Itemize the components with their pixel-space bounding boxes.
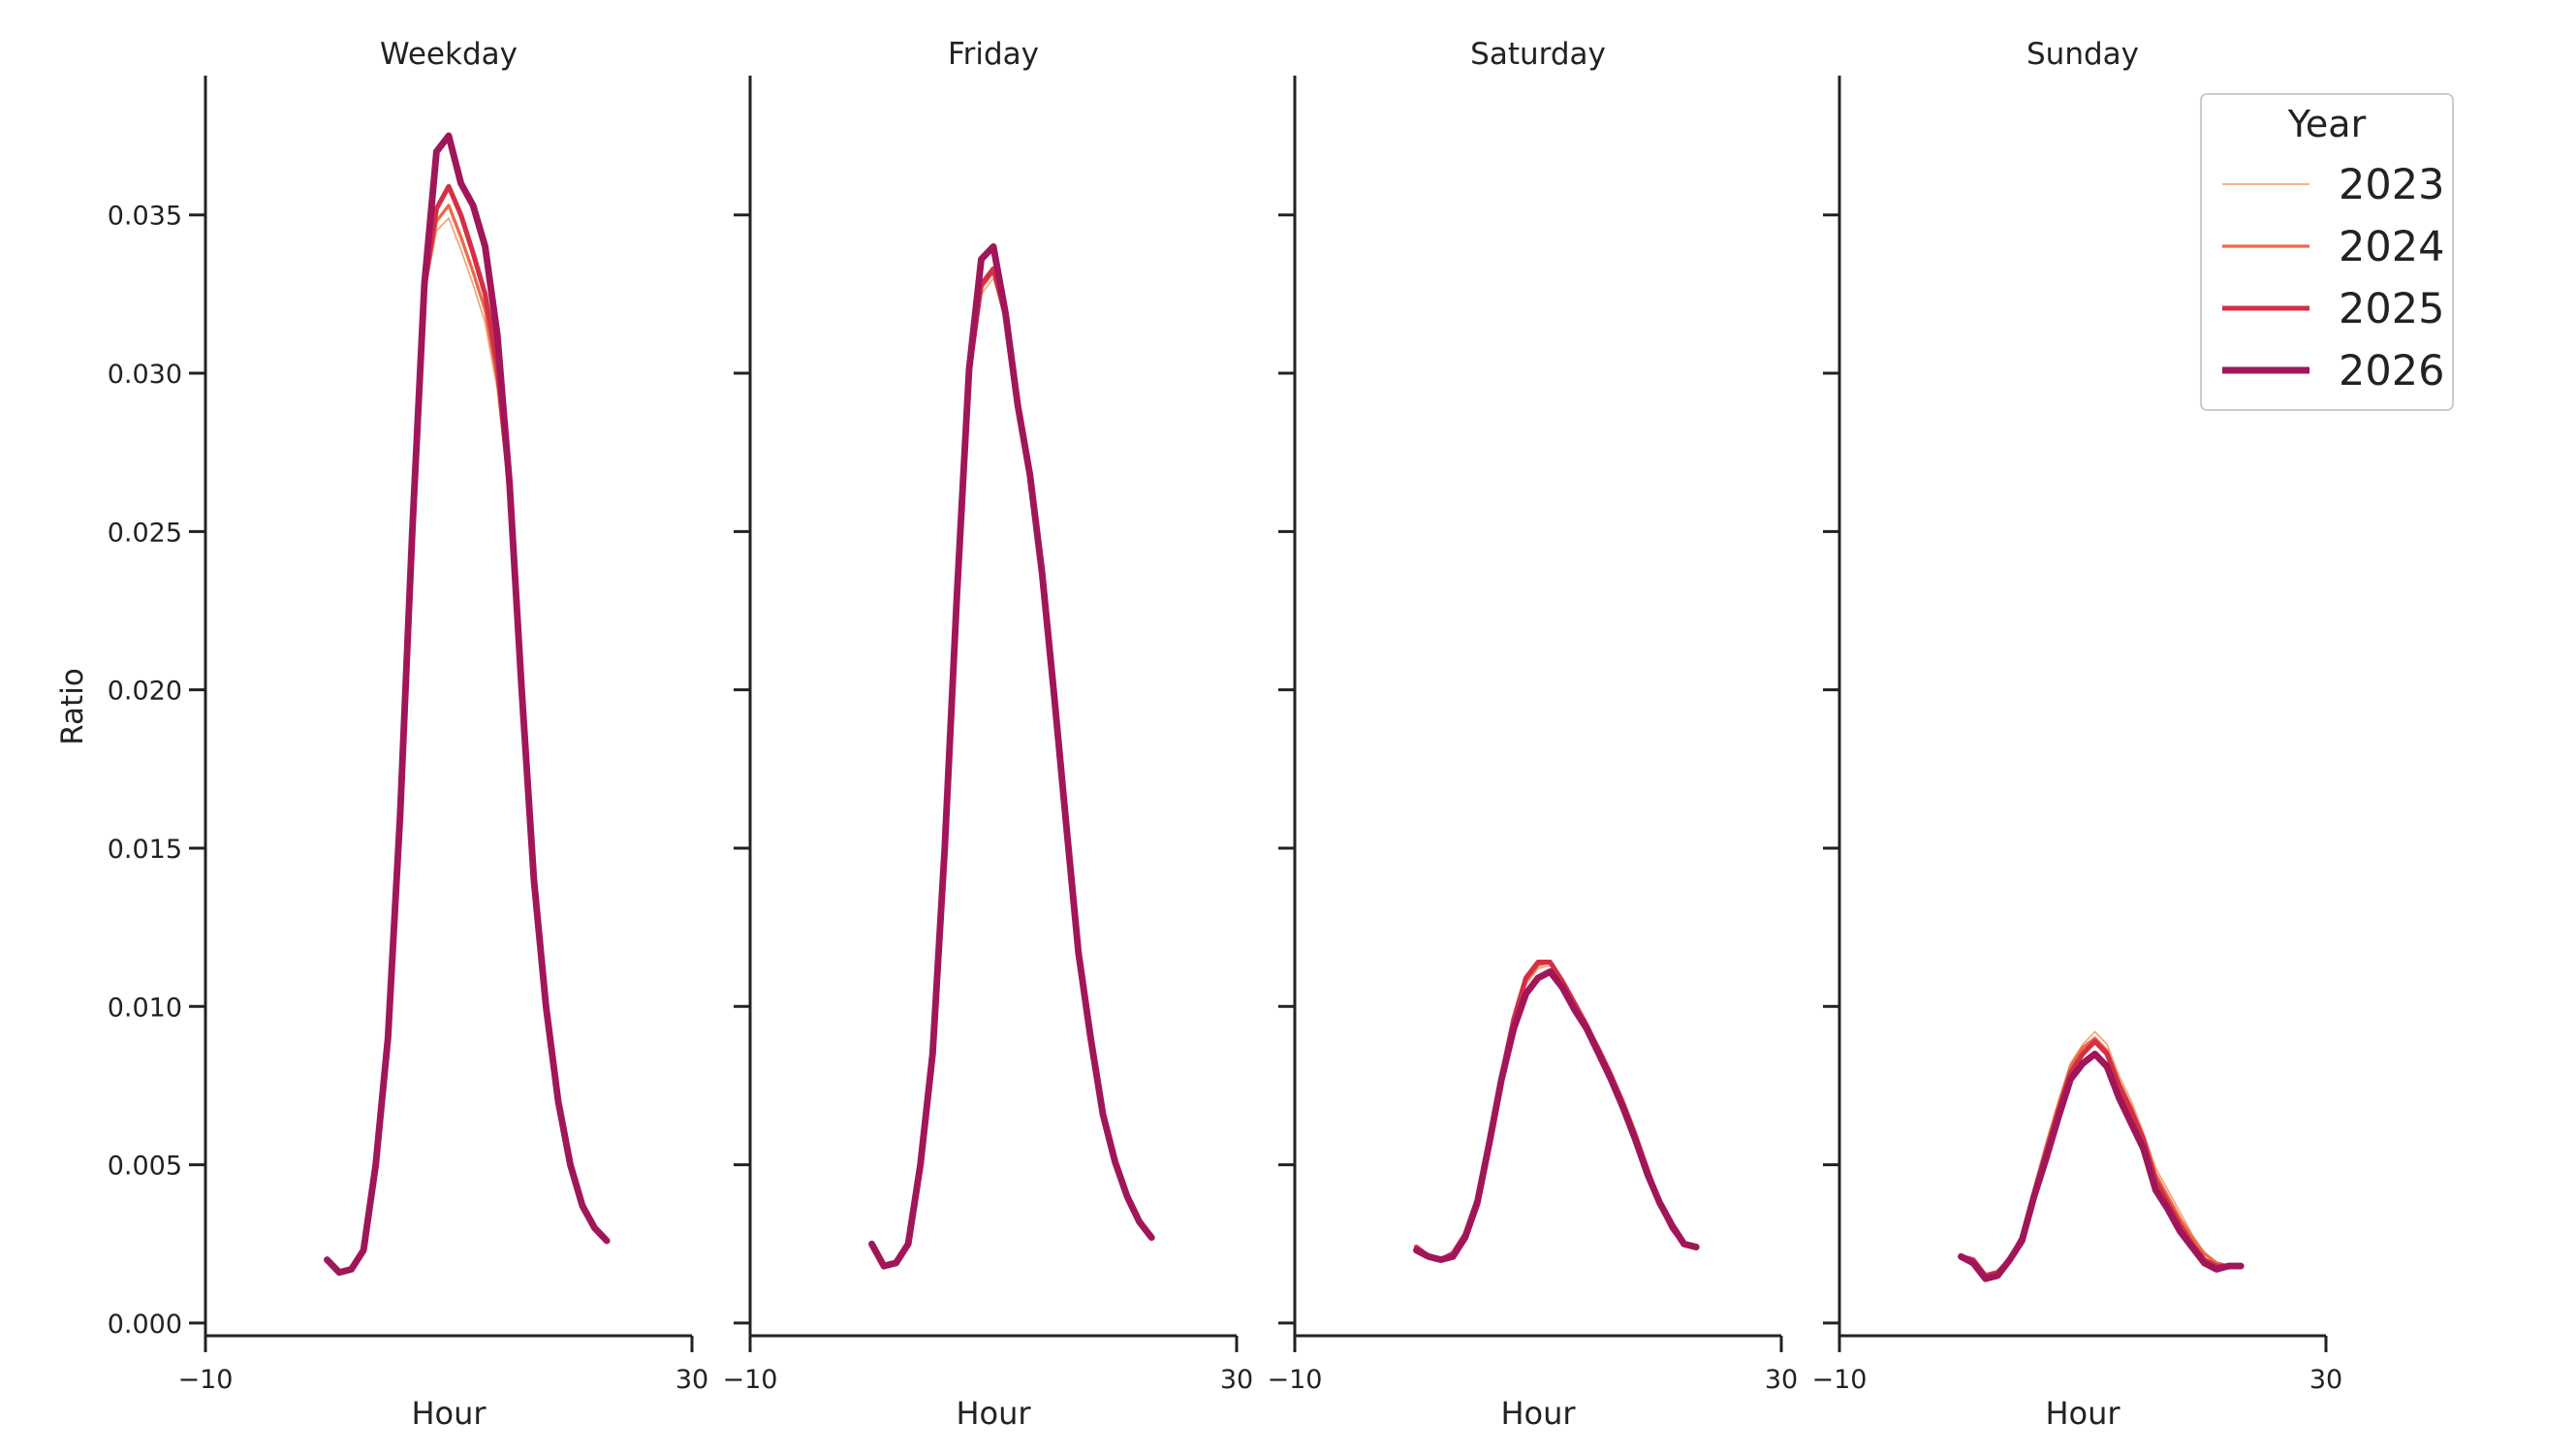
x-tick-label: −10: [178, 1365, 234, 1395]
series-line-2025: [1958, 1038, 2244, 1279]
series-line-2026: [1958, 1050, 2245, 1282]
x-axis-label: Hour: [2045, 1395, 2120, 1432]
y-tick-label: 0.035: [108, 202, 182, 232]
panel-friday: Friday −10 30 Hour: [723, 37, 1254, 1432]
y-tick-label: 0.030: [108, 360, 182, 390]
y-tick-label: 0.000: [108, 1310, 182, 1340]
series-line-2025: [868, 266, 1154, 1269]
x-tick-label: 30: [1765, 1365, 1798, 1395]
panel-title: Sunday: [2026, 37, 2139, 72]
panel-saturday: Saturday −10 30 Hour: [1268, 37, 1799, 1432]
panel-sunday: Sunday −10 30 Hour: [1812, 37, 2343, 1432]
legend-label-2023: 2023: [2339, 161, 2444, 209]
x-tick-label: 30: [1220, 1365, 1253, 1395]
legend-label-2026: 2026: [2339, 347, 2444, 395]
legend-label-2024: 2024: [2339, 223, 2444, 271]
series-line-2023: [1415, 964, 1698, 1261]
y-tick-label: 0.010: [108, 993, 182, 1023]
series-line-2026: [324, 132, 611, 1277]
panel-title: Friday: [948, 37, 1039, 72]
series-line-2024: [1414, 960, 1698, 1262]
x-tick-label: 30: [2309, 1365, 2342, 1395]
y-axis-label: Ratio: [55, 668, 90, 745]
legend-box: [2200, 93, 2454, 411]
series-line-2026: [868, 242, 1155, 1270]
y-tick-label: 0.025: [108, 518, 182, 548]
panel-title: Weekday: [380, 37, 518, 72]
series-line-2023: [1960, 1030, 2243, 1277]
y-tick-label: 0.020: [108, 677, 182, 707]
x-tick-label: −10: [723, 1365, 778, 1395]
x-tick-label: −10: [1812, 1365, 1868, 1395]
series-line-2023: [870, 277, 1153, 1267]
series-line-2026: [1413, 967, 1700, 1264]
x-axis-label: Hour: [1500, 1395, 1576, 1432]
x-axis-label: Hour: [956, 1395, 1031, 1432]
legend-title: Year: [2287, 103, 2367, 145]
y-tick-label: 0.005: [108, 1152, 182, 1182]
panel-title: Saturday: [1470, 37, 1606, 72]
x-axis-label: Hour: [411, 1395, 487, 1432]
legend: Year 2023 2024 2025 2026: [2200, 93, 2454, 411]
series-line-2024: [1959, 1036, 2243, 1278]
panel-weekday: Weekday 0.000 0.005 0.010 0.015 0.020 0.025 0.0…: [108, 37, 708, 1432]
x-tick-label: 30: [675, 1365, 708, 1395]
y-tick-label: 0.015: [108, 835, 182, 865]
series-line-2025: [1413, 960, 1699, 1263]
legend-label-2025: 2025: [2339, 285, 2444, 333]
series-line-2023: [326, 217, 608, 1274]
series-line-2024: [325, 204, 609, 1275]
x-tick-label: −10: [1268, 1365, 1323, 1395]
series-line-2024: [869, 269, 1153, 1268]
series-line-2025: [324, 183, 610, 1276]
